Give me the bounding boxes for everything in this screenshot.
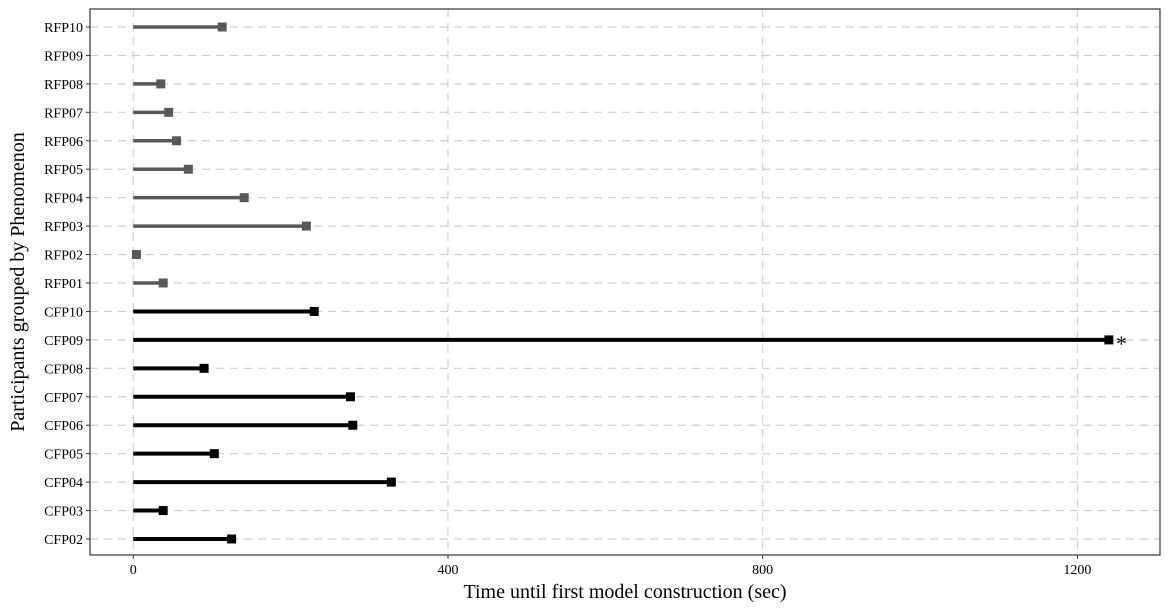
y-tick-label: RFP02 bbox=[44, 249, 83, 264]
y-tick-label: CFP05 bbox=[44, 448, 83, 463]
point-marker-CFP03 bbox=[158, 506, 168, 516]
y-tick-label: CFP02 bbox=[44, 533, 83, 548]
point-marker-CFP10 bbox=[309, 306, 319, 316]
point-marker-RFP02 bbox=[131, 250, 141, 260]
y-tick-label: RFP04 bbox=[44, 192, 83, 207]
point-marker-RFP01 bbox=[158, 278, 168, 288]
y-axis-title: Participants grouped by Phenomenon bbox=[7, 132, 29, 431]
point-marker-RFP08 bbox=[156, 79, 166, 89]
y-tick-label: CFP03 bbox=[44, 505, 83, 520]
x-tick-label: 400 bbox=[437, 563, 458, 578]
y-tick-label: RFP07 bbox=[44, 106, 83, 121]
x-tick-label: 800 bbox=[752, 563, 773, 578]
annotation-asterisk: * bbox=[1116, 331, 1127, 356]
x-tick-label: 0 bbox=[130, 563, 137, 578]
y-axis: CFP02 CFP03 CFP04 CFP05 CFP06 CFP07 CFP08 CFP09… bbox=[44, 21, 90, 548]
point-marker-CFP04 bbox=[386, 477, 396, 487]
x-axis: 0 400 800 1200 bbox=[130, 555, 1091, 578]
y-tick-label: CFP08 bbox=[44, 362, 83, 377]
point-marker-RFP06 bbox=[172, 136, 182, 146]
y-tick-label: RFP01 bbox=[44, 277, 83, 292]
y-tick-label: CFP07 bbox=[44, 391, 83, 406]
point-marker-RFP03 bbox=[301, 221, 311, 231]
y-tick-label: CFP10 bbox=[44, 305, 83, 320]
point-marker-RFP04 bbox=[239, 193, 249, 203]
x-tick-label: 1200 bbox=[1063, 563, 1091, 578]
y-tick-label: RFP06 bbox=[44, 135, 83, 150]
y-tick-label: CFP06 bbox=[44, 419, 83, 434]
y-tick-label: RFP08 bbox=[44, 78, 83, 93]
grid bbox=[90, 9, 1160, 555]
point-marker-RFP10 bbox=[217, 22, 227, 32]
x-axis-title: Time until first model construction (sec… bbox=[463, 581, 786, 603]
point-marker-CFP07 bbox=[345, 392, 355, 402]
point-marker-CFP06 bbox=[348, 420, 358, 430]
y-tick-label: RFP09 bbox=[44, 49, 83, 64]
point-marker-RFP05 bbox=[183, 164, 193, 174]
point-marker-CFP05 bbox=[209, 449, 219, 459]
y-tick-label: RFP03 bbox=[44, 220, 83, 235]
point-marker-CFP09 bbox=[1104, 335, 1114, 345]
point-marker-CFP08 bbox=[199, 363, 209, 373]
plot-marks: * bbox=[131, 22, 1127, 544]
y-tick-label: RFP05 bbox=[44, 163, 83, 178]
point-marker-RFP07 bbox=[164, 107, 174, 117]
y-tick-label: CFP04 bbox=[44, 476, 83, 491]
y-tick-label: CFP09 bbox=[44, 334, 83, 349]
y-tick-label: RFP10 bbox=[44, 21, 83, 36]
plot-panel-border bbox=[89, 8, 1161, 556]
point-marker-CFP02 bbox=[227, 534, 237, 544]
